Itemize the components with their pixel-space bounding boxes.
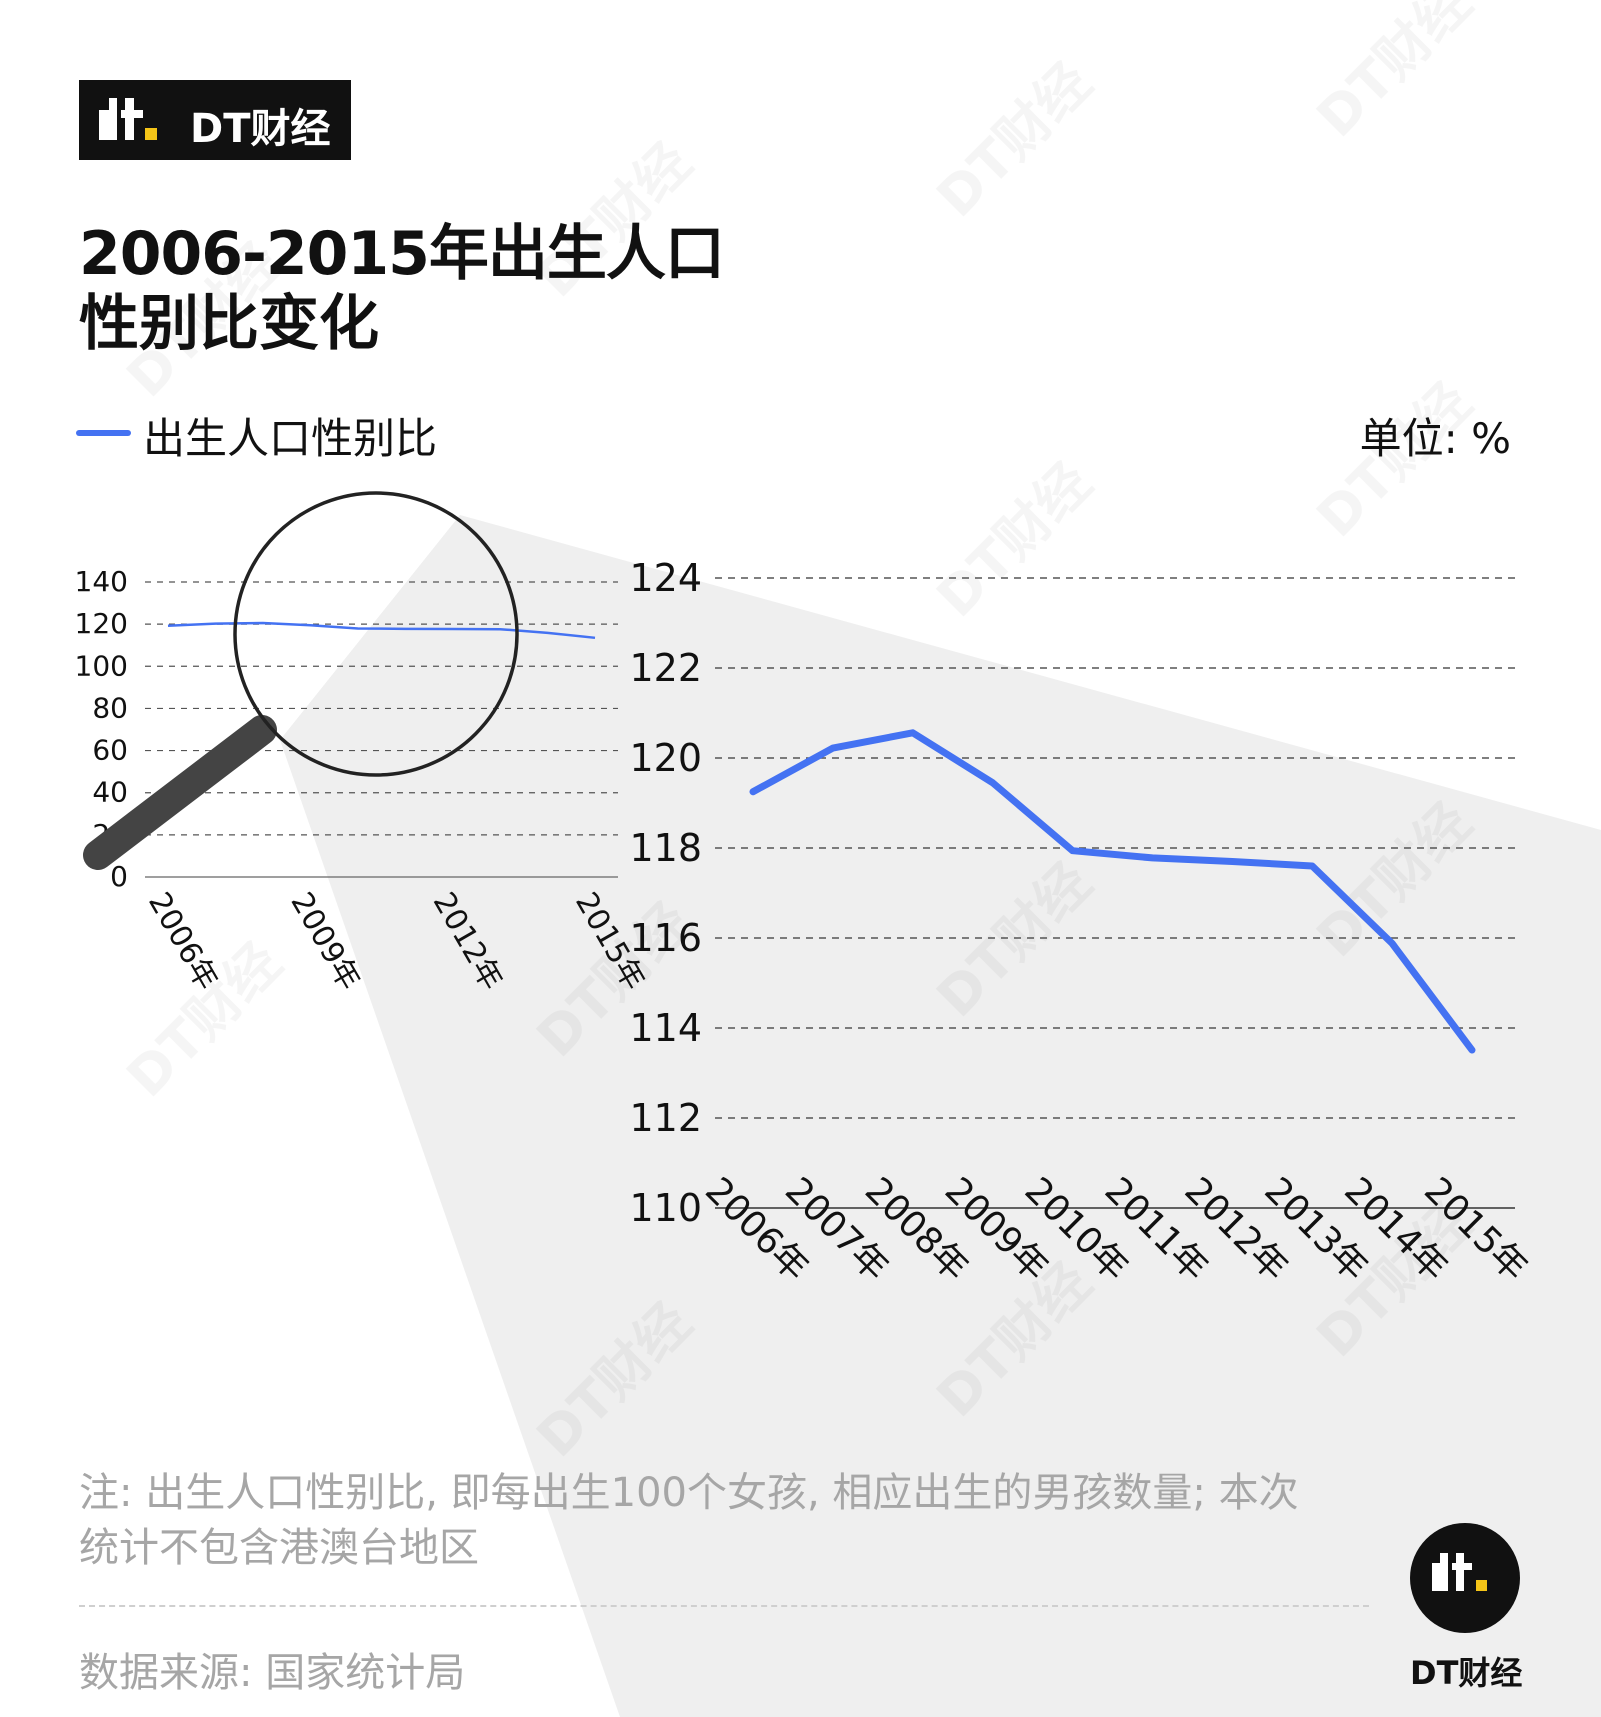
y-tick-label: 112 xyxy=(629,1096,702,1140)
magnifier-lens xyxy=(233,491,519,777)
series-line-zoomed xyxy=(749,729,1476,1054)
mini-x-tick-label: 2009年 xyxy=(283,887,366,997)
footnote-line2: 统计不包含港澳台地区 xyxy=(79,1525,479,1571)
data-source: 数据来源: 国家统计局 xyxy=(79,1650,466,1696)
corner-logo xyxy=(1410,1523,1520,1633)
mini-y-tick-label: 60 xyxy=(92,734,128,767)
y-tick-label: 120 xyxy=(629,736,702,780)
magnifier-handle xyxy=(83,715,277,870)
footer-divider xyxy=(79,1605,1369,1607)
dt-logo-icon xyxy=(1432,1553,1487,1591)
mini-x-tick-label: 2006年 xyxy=(141,887,224,997)
mini-y-tick-label: 40 xyxy=(92,776,128,809)
brand-badge xyxy=(79,80,351,160)
corner-brand-name: DT财经 xyxy=(1410,1654,1523,1692)
mini-y-tick-label: 80 xyxy=(92,691,128,724)
y-tick-label: 124 xyxy=(629,556,702,600)
legend-label: 出生人口性别比 xyxy=(143,414,438,463)
chart-title-line2: 性别比变化 xyxy=(79,289,379,359)
unit-label: 单位: % xyxy=(1359,414,1511,463)
footnote-line1: 注: 出生人口性别比, 即每出生100个女孩, 相应出生的男孩数量; 本次 xyxy=(79,1470,1299,1516)
legend-swatch xyxy=(76,430,131,436)
brand-name: DT财经 xyxy=(190,106,331,152)
mini-y-tick-label: 0 xyxy=(110,860,128,893)
mini-x-tick-label: 2012年 xyxy=(426,887,509,997)
magnifier-beam xyxy=(280,515,1601,1717)
mini-y-tick-label: 120 xyxy=(75,607,128,640)
y-tick-label: 118 xyxy=(629,826,702,870)
series-line-overview xyxy=(167,621,596,640)
y-tick-label: 114 xyxy=(629,1006,702,1050)
y-tick-label: 122 xyxy=(629,646,702,690)
mini-y-tick-label: 140 xyxy=(75,565,128,598)
y-tick-label: 116 xyxy=(629,916,702,960)
mini-y-tick-label: 100 xyxy=(75,649,128,682)
dt-logo-icon xyxy=(99,98,157,140)
y-tick-label: 110 xyxy=(629,1186,702,1230)
chart-title-line1: 2006-2015年出生人口 xyxy=(79,219,725,289)
